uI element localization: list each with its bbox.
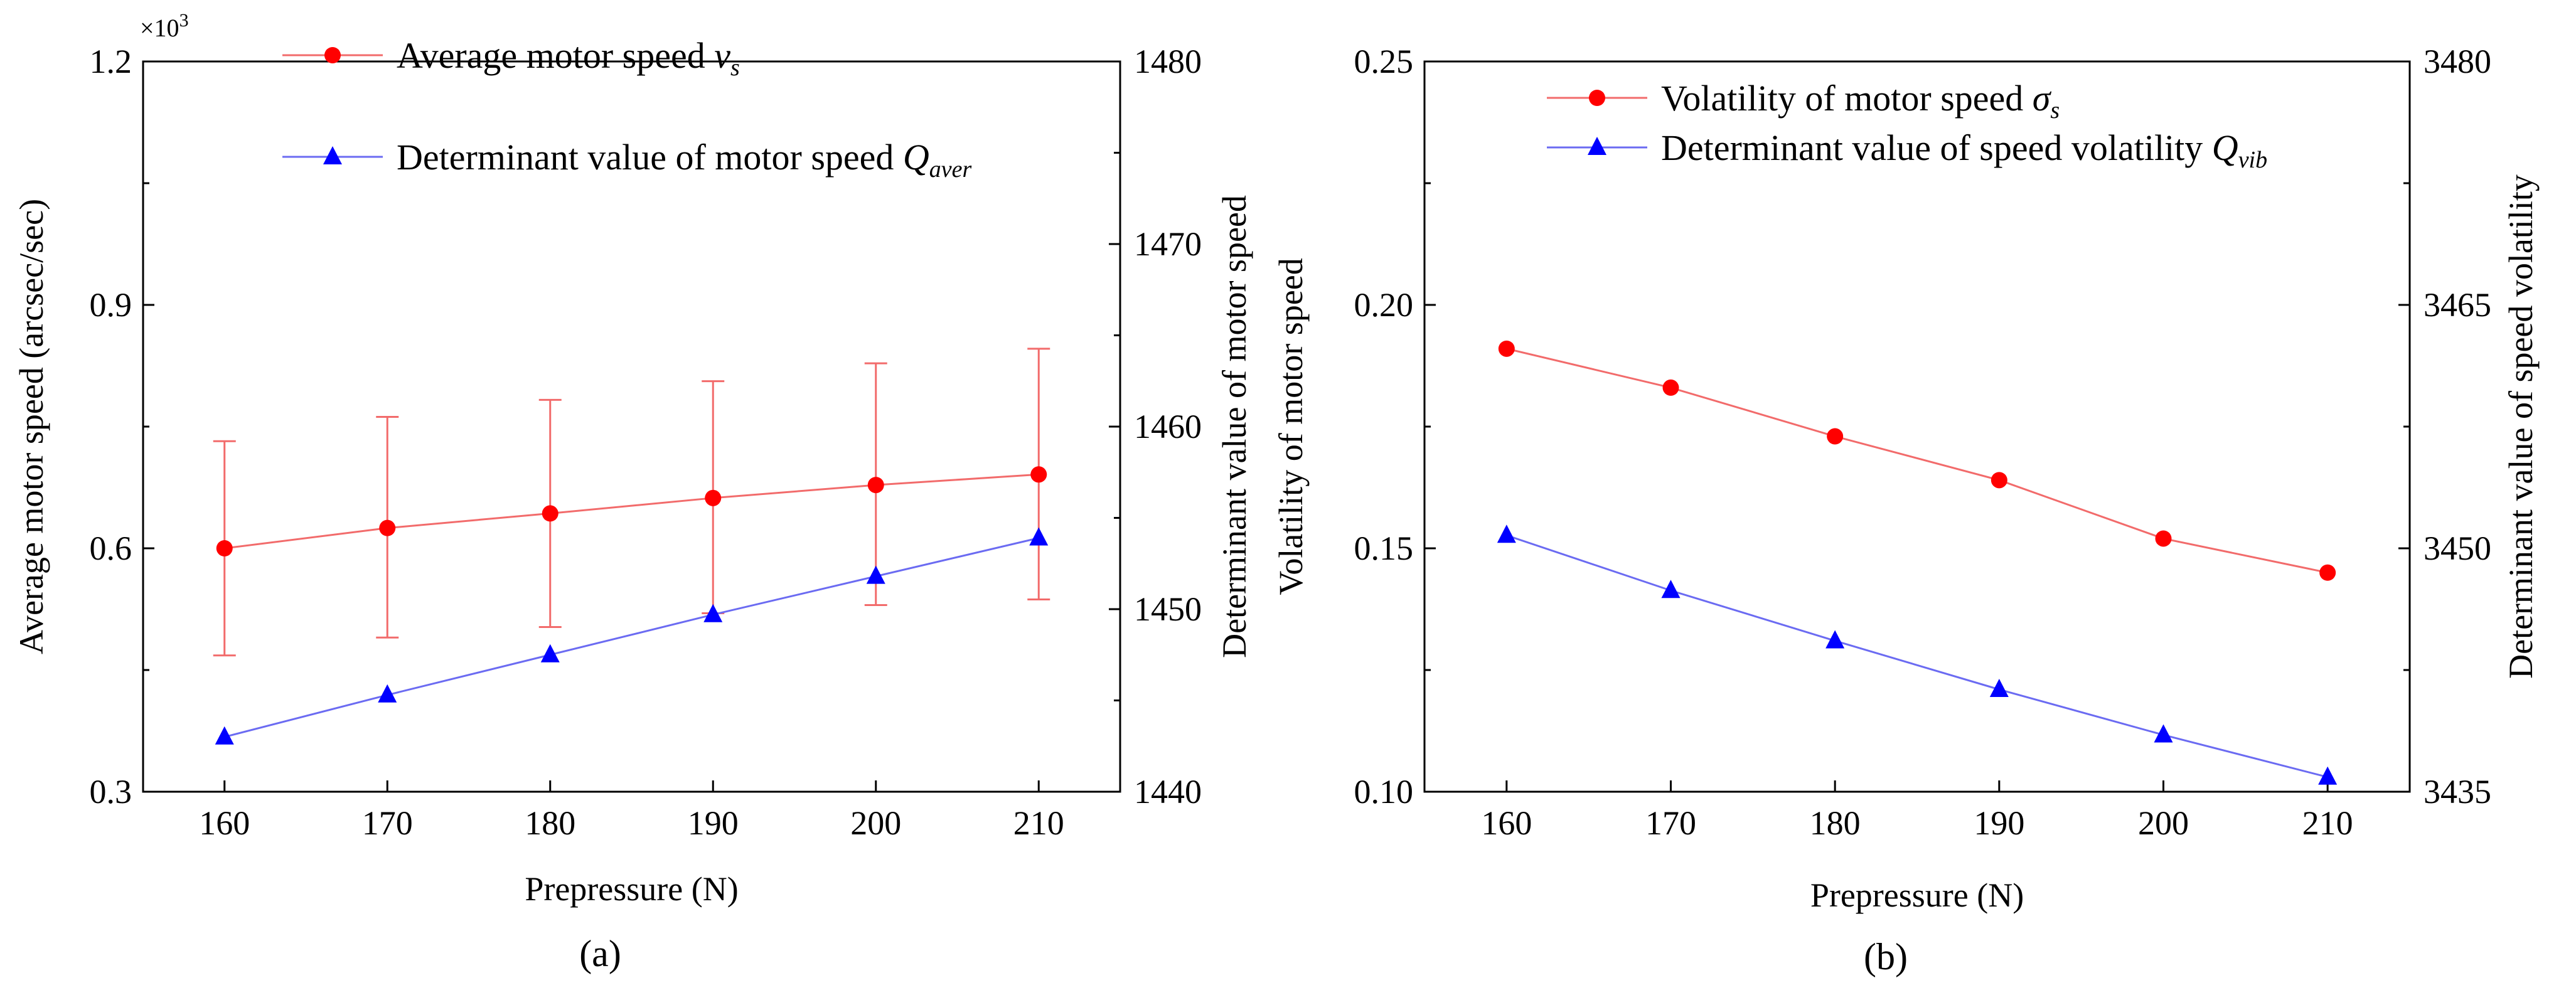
chart2-series1-point — [1991, 472, 2007, 489]
chart2-x-tick-label: 190 — [1974, 804, 2024, 842]
chart1-y-multiplier: ×103 — [140, 10, 189, 42]
chart2-y2-tick-label: 3465 — [2424, 286, 2491, 324]
chart1-series1-point — [216, 540, 233, 556]
chart2-series2-line — [1506, 534, 2328, 779]
chart2-series1-legend-label: Volatility of motor speed σs — [1661, 78, 2060, 124]
chart1-x-tick-label: 210 — [1013, 804, 1064, 842]
chart2-y-tick-label: 0.10 — [1354, 773, 1414, 811]
chart1-series1-legend-marker — [324, 47, 341, 63]
chart1-series2-line — [224, 537, 1039, 738]
chart1-series2-point — [378, 684, 397, 703]
chart2-x-tick-label: 210 — [2302, 804, 2353, 842]
chart2-y-tick-label: 0.15 — [1354, 529, 1414, 567]
chart1-y-tick-label: 0.3 — [90, 773, 132, 811]
chart2-series2-point — [2154, 724, 2173, 743]
chart1-series1-line — [224, 473, 1039, 550]
chart2-y-axis-label: Volatility of motor speed — [1272, 258, 1310, 595]
chart1-x-tick-label: 160 — [199, 804, 250, 842]
chart1-y2-axis-label: Determinant value of motor speed — [1216, 195, 1253, 658]
chart2-x-tick-label: 170 — [1645, 804, 1696, 842]
chart2-x-tick-label: 160 — [1481, 804, 1532, 842]
chart2-series2-point — [1989, 679, 2009, 698]
chart1-series2-point — [1029, 527, 1049, 546]
chart2-series1-point — [1662, 379, 1679, 396]
chart2-y2-tick-label: 3450 — [2424, 529, 2491, 567]
chart2-y-tick-label: 0.25 — [1354, 43, 1414, 80]
chart2-series1-point — [1827, 428, 1844, 445]
chart1-series1-legend-label: Average motor speed vs — [397, 35, 740, 81]
chart2-series1-point — [1498, 340, 1515, 357]
chart1-x-axis-label: Prepressure (N) — [525, 870, 738, 908]
chart2-series2-point — [1661, 580, 1681, 598]
chart1-y-tick-label: 1.2 — [90, 43, 132, 80]
chart2-y2-axis-label: Determinant value of speed volatility — [2502, 174, 2540, 679]
chart1-series2-point — [540, 644, 560, 662]
chart1-y2-tick-label: 1440 — [1134, 773, 1202, 811]
chart1-series1-point — [867, 477, 884, 494]
chart1-y-tick-label: 0.6 — [90, 529, 132, 567]
chart2-series2-legend-label: Determinant value of speed volatility Qv… — [1661, 127, 2267, 173]
chart2-series2-legend-marker — [1588, 137, 1606, 155]
chart2-series2-point — [2318, 766, 2338, 785]
chart1-series1-point — [542, 505, 558, 522]
chart2-series1-point — [2319, 564, 2336, 581]
chart1-series1-point — [1030, 466, 1047, 483]
chart2-series1-legend-marker — [1589, 90, 1605, 106]
chart2-series2-point — [1497, 524, 1516, 543]
chart1-series2-point — [703, 604, 723, 622]
chart1-series2-legend-label: Determinant value of motor speed Qaver — [397, 137, 972, 183]
chart1-series2-legend-marker — [323, 146, 342, 164]
chart2-y-tick-label: 0.20 — [1354, 286, 1414, 324]
chart1-series1-point — [379, 519, 396, 536]
chart2-panel-label: (b) — [1864, 936, 1908, 977]
chart2-series2-point — [1825, 630, 1845, 649]
chart1-x-tick-label: 190 — [688, 804, 739, 842]
chart2-x-tick-label: 200 — [2138, 804, 2189, 842]
chart1-y-axis-label: Average motor speed (arcsec/sec) — [13, 199, 50, 654]
chart2-series1-point — [2155, 530, 2172, 547]
chart1-series2-point — [866, 565, 885, 584]
chart1-series2-point — [215, 726, 234, 745]
chart2-x-tick-label: 180 — [1810, 804, 1861, 842]
chart1-series1-point — [705, 489, 722, 506]
chart1-panel-label: (a) — [579, 933, 621, 974]
chart1-x-tick-label: 170 — [362, 804, 413, 842]
chart1-y2-tick-label: 1470 — [1134, 225, 1202, 263]
chart1-x-tick-label: 180 — [525, 804, 575, 842]
chart2-x-axis-label: Prepressure (N) — [1810, 876, 2024, 914]
chart2-y2-tick-label: 3435 — [2424, 773, 2491, 811]
chart1-y-tick-label: 0.9 — [90, 286, 132, 324]
chart1-y2-tick-label: 1480 — [1134, 43, 1202, 80]
chart1-y2-tick-label: 1460 — [1134, 408, 1202, 445]
chart1-y2-tick-label: 1450 — [1134, 590, 1202, 628]
chart2-y2-tick-label: 3480 — [2424, 43, 2491, 80]
chart2-series1-line — [1506, 348, 2328, 574]
chart1-x-tick-label: 200 — [850, 804, 901, 842]
